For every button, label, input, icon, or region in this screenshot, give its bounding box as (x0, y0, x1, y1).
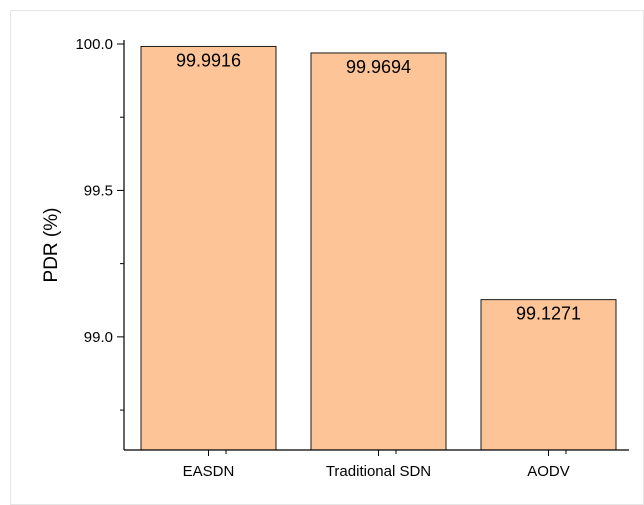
x-tick-label: AODV (527, 463, 570, 480)
data-label: 99.9694 (346, 57, 411, 77)
x-ticks-layer: EASDN Traditional SDN AODV (183, 450, 570, 480)
y-tick-label: 100.0 (75, 36, 113, 53)
x-tick-label: EASDN (183, 463, 235, 480)
bar-aodv (480, 299, 617, 451)
data-label: 99.1271 (516, 304, 581, 324)
y-axis-title: PDR (%) (41, 208, 62, 283)
y-tick-label: 99.0 (84, 329, 113, 346)
x-tick-label: Traditional SDN (326, 463, 431, 480)
data-labels-layer: 99.9916 99.9694 99.1271 (176, 50, 581, 323)
y-ticks-layer: 99.0 99.5 100.0 (75, 36, 124, 411)
bar-easdn (140, 45, 277, 451)
bars-layer (140, 45, 617, 451)
y-tick-label: 99.5 (84, 182, 113, 199)
data-label: 99.9916 (176, 50, 241, 70)
bar-traditional-sdn (310, 52, 447, 451)
